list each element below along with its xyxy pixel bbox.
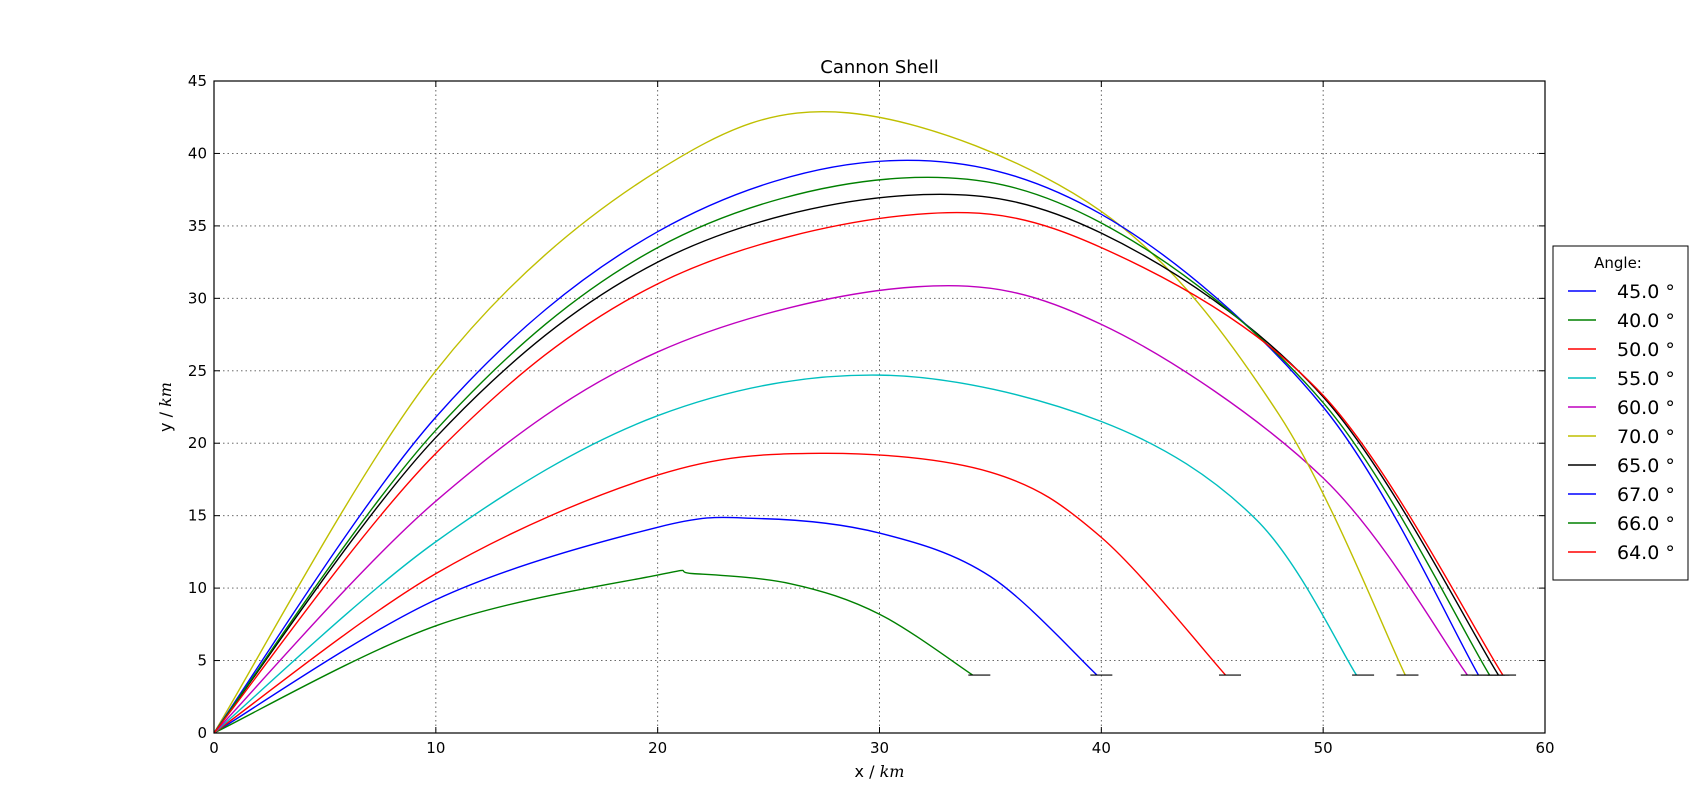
x-tick-label: 0 bbox=[209, 739, 219, 757]
legend-item: 50.0 ° bbox=[1568, 339, 1675, 361]
series-line-5 bbox=[213, 110, 1406, 734]
series-line-9 bbox=[213, 211, 1504, 734]
series-line-1 bbox=[213, 569, 974, 734]
x-tick-label: 60 bbox=[1535, 739, 1554, 757]
y-tick-label: 15 bbox=[188, 507, 207, 525]
y-axis-unit: km bbox=[156, 382, 175, 407]
x-axis-label-text: x / bbox=[855, 762, 880, 781]
legend-item: 65.0 ° bbox=[1568, 455, 1675, 477]
legend-label: 40.0 ° bbox=[1617, 310, 1675, 332]
y-tick-label: 35 bbox=[188, 217, 207, 235]
y-axis-label-text: y / bbox=[156, 407, 175, 432]
series-line-3 bbox=[213, 374, 1358, 734]
plot-series bbox=[213, 110, 1504, 734]
legend-label: 55.0 ° bbox=[1617, 368, 1675, 390]
legend-label: 64.0 ° bbox=[1617, 542, 1675, 564]
y-tick-label: 5 bbox=[197, 652, 207, 670]
legend-item: 45.0 ° bbox=[1568, 281, 1675, 303]
legend-title: Angle: bbox=[1594, 254, 1642, 272]
x-axis-unit: km bbox=[880, 762, 905, 781]
series-line-8 bbox=[213, 176, 1491, 734]
legend-label: 70.0 ° bbox=[1617, 426, 1675, 448]
legend-item: 66.0 ° bbox=[1568, 513, 1675, 535]
x-tick-label: 20 bbox=[648, 739, 667, 757]
y-axis-label: y / km bbox=[156, 382, 175, 432]
series-line-6 bbox=[213, 193, 1500, 734]
chart-title: Cannon Shell bbox=[820, 57, 938, 78]
axis-ticks: 0 10 20 30 40 50 60 0 5 10 15 20 25 30 35 40 45 bbox=[188, 72, 1555, 757]
legend-box bbox=[1552, 245, 1689, 581]
x-tick-label: 10 bbox=[426, 739, 445, 757]
legend-label: 45.0 ° bbox=[1617, 281, 1675, 303]
series-line-2 bbox=[213, 452, 1227, 734]
y-tick-label: 40 bbox=[188, 144, 207, 162]
legend: Angle: 45.0 ° 40.0 ° 50.0 ° 55.0 ° 60.0 ° 70.… bbox=[1552, 245, 1689, 581]
series-line-7 bbox=[213, 159, 1480, 734]
legend-label: 66.0 ° bbox=[1617, 513, 1675, 535]
series-line-4 bbox=[213, 285, 1468, 734]
legend-label: 65.0 ° bbox=[1617, 455, 1675, 477]
legend-item: 55.0 ° bbox=[1568, 368, 1675, 390]
legend-label: 50.0 ° bbox=[1617, 339, 1675, 361]
x-tick-label: 50 bbox=[1314, 739, 1333, 757]
legend-label: 60.0 ° bbox=[1617, 397, 1675, 419]
y-tick-label: 45 bbox=[188, 72, 207, 90]
grid bbox=[214, 81, 1545, 733]
legend-item: 67.0 ° bbox=[1568, 484, 1675, 506]
legend-item: 60.0 ° bbox=[1568, 397, 1675, 419]
legend-item: 70.0 ° bbox=[1568, 426, 1675, 448]
y-tick-label: 30 bbox=[188, 289, 207, 307]
series-line-0 bbox=[213, 516, 1098, 734]
y-tick-label: 10 bbox=[188, 579, 207, 597]
legend-items: 45.0 ° 40.0 ° 50.0 ° 55.0 ° 60.0 ° 70.0 ° 65.0… bbox=[1568, 281, 1675, 564]
y-tick-label: 0 bbox=[197, 724, 207, 742]
y-tick-label: 25 bbox=[188, 362, 207, 380]
legend-item: 64.0 ° bbox=[1568, 542, 1675, 564]
y-tick-label: 20 bbox=[188, 434, 207, 452]
x-tick-label: 40 bbox=[1092, 739, 1111, 757]
legend-item: 40.0 ° bbox=[1568, 310, 1675, 332]
x-tick-label: 30 bbox=[870, 739, 889, 757]
legend-label: 67.0 ° bbox=[1617, 484, 1675, 506]
x-axis-label: x / km bbox=[855, 762, 905, 781]
